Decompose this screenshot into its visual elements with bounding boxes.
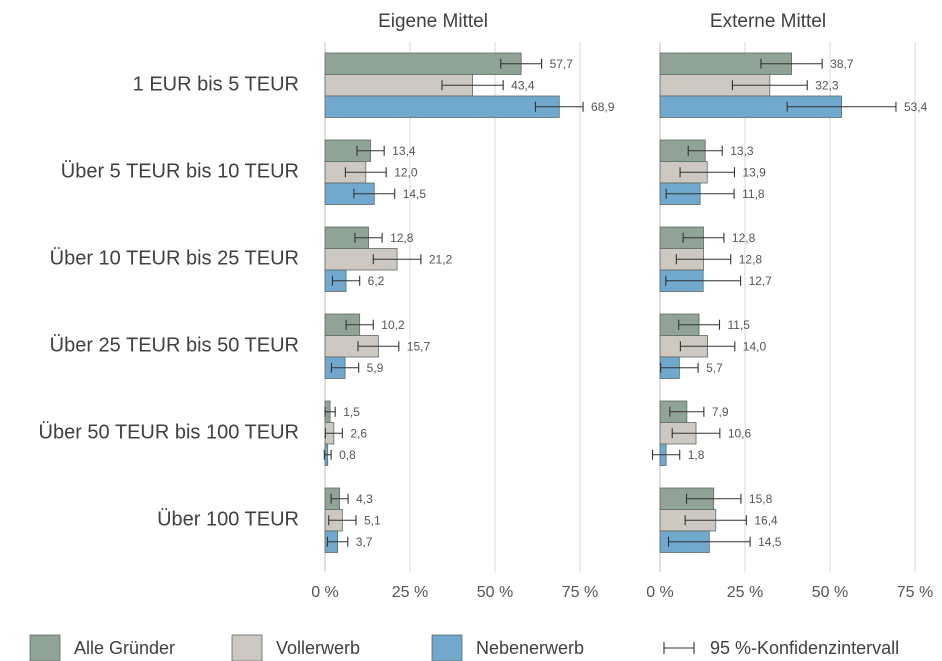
error-bar xyxy=(500,58,543,69)
error-bar xyxy=(665,275,742,286)
x-tick-label: 25 % xyxy=(392,584,428,601)
value-label: 12,8 xyxy=(739,252,763,266)
value-label: 14,5 xyxy=(403,187,427,201)
error-bar xyxy=(441,80,504,91)
error-bar xyxy=(353,188,396,199)
value-label: 68,9 xyxy=(591,100,615,114)
value-label: 5,1 xyxy=(364,513,381,527)
legend-swatch xyxy=(29,634,61,661)
error-bar xyxy=(357,341,400,352)
value-label: 6,2 xyxy=(368,274,385,288)
value-label: 57,7 xyxy=(550,57,574,71)
error-bar xyxy=(330,362,360,373)
value-label: 32,3 xyxy=(815,78,839,92)
x-tick-label: 75 % xyxy=(897,584,933,601)
category-label: Über 5 TEUR bis 10 TEUR xyxy=(61,161,299,183)
legend-swatch xyxy=(431,634,463,661)
error-bar xyxy=(679,341,736,352)
error-bar xyxy=(675,254,732,265)
value-label: 11,5 xyxy=(728,318,751,332)
error-bar xyxy=(731,80,808,91)
value-label: 16,4 xyxy=(754,513,778,527)
x-tick-label: 50 % xyxy=(812,584,848,601)
x-tick-label: 50 % xyxy=(477,584,513,601)
panel-title: Externe Mittel xyxy=(710,11,826,32)
value-label: 13,3 xyxy=(730,144,754,158)
error-bar xyxy=(671,428,721,439)
value-label: 12,0 xyxy=(394,165,418,179)
value-label: 5,9 xyxy=(367,361,384,375)
error-bar xyxy=(372,254,422,265)
error-bar xyxy=(354,232,383,243)
error-bar xyxy=(786,101,897,112)
value-label: 3,7 xyxy=(356,535,373,549)
error-bar xyxy=(534,101,584,112)
bar xyxy=(324,52,522,75)
error-bar xyxy=(665,188,735,199)
error-bar xyxy=(344,167,387,178)
error-bar xyxy=(669,406,705,417)
error-bar xyxy=(331,275,361,286)
legend-label: Alle Gründer xyxy=(74,638,175,658)
legend-label: Vollerwerb xyxy=(276,638,360,658)
value-label: 21,2 xyxy=(429,252,453,266)
error-bar xyxy=(682,232,725,243)
value-label: 12,7 xyxy=(749,274,773,288)
panel-title: Eigene Mittel xyxy=(378,11,488,32)
error-bar xyxy=(684,515,747,526)
error-bar xyxy=(328,515,357,526)
error-bar xyxy=(651,449,681,460)
error-bar xyxy=(324,406,336,417)
error-bar xyxy=(678,319,721,330)
error-bar xyxy=(356,145,385,156)
value-label: 4,3 xyxy=(356,492,373,506)
category-label: 1 EUR bis 5 TEUR xyxy=(133,74,299,96)
error-bar xyxy=(679,167,736,178)
value-label: 2,6 xyxy=(350,426,367,440)
error-bar xyxy=(760,58,823,69)
x-tick-label: 75 % xyxy=(562,584,598,601)
value-label: 15,7 xyxy=(407,339,431,353)
category-label: Über 25 TEUR bis 50 TEUR xyxy=(50,335,299,357)
error-bar xyxy=(687,145,723,156)
value-label: 13,9 xyxy=(742,165,766,179)
error-bar xyxy=(323,449,332,460)
value-label: 11,8 xyxy=(742,187,765,201)
value-label: 12,8 xyxy=(390,231,414,245)
category-label: Über 100 TEUR xyxy=(157,509,299,531)
value-label: 43,4 xyxy=(511,78,535,92)
value-label: 5,7 xyxy=(706,361,723,375)
value-label: 12,8 xyxy=(732,231,756,245)
value-label: 7,9 xyxy=(712,405,729,419)
value-label: 1,5 xyxy=(343,405,360,419)
bar xyxy=(324,95,560,118)
error-bar xyxy=(324,428,343,439)
x-tick-label: 25 % xyxy=(727,584,763,601)
value-label: 10,6 xyxy=(728,426,752,440)
category-label: Über 10 TEUR bis 25 TEUR xyxy=(50,248,299,270)
legend-label: 95 %-Konfidenzintervall xyxy=(710,638,899,658)
error-bar xyxy=(326,536,349,547)
x-tick-label: 0 % xyxy=(311,584,339,601)
value-label: 0,8 xyxy=(339,448,356,462)
error-bar xyxy=(667,536,751,547)
value-label: 14,0 xyxy=(743,339,767,353)
error-bar xyxy=(660,362,699,373)
value-label: 13,4 xyxy=(392,144,416,158)
value-label: 10,2 xyxy=(381,318,405,332)
value-label: 53,4 xyxy=(904,100,928,114)
error-bar xyxy=(345,319,374,330)
legend-label: Nebenerwerb xyxy=(476,638,584,658)
x-tick-label: 0 % xyxy=(646,584,674,601)
value-label: 14,5 xyxy=(758,535,782,549)
value-label: 15,8 xyxy=(749,492,773,506)
error-bar xyxy=(685,493,742,504)
value-label: 38,7 xyxy=(830,57,854,71)
error-bar xyxy=(330,493,349,504)
category-label: Über 50 TEUR bis 100 TEUR xyxy=(39,422,299,444)
legend-swatch xyxy=(231,634,263,661)
value-label: 1,8 xyxy=(688,448,705,462)
